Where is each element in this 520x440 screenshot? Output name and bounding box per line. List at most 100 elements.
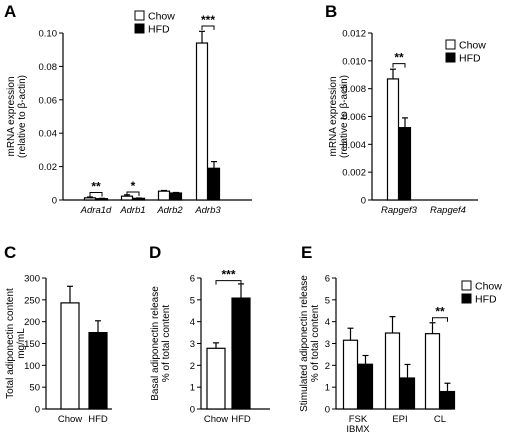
bar-chow — [384, 332, 401, 410]
bar-chow — [157, 190, 171, 201]
y-axis-label: % of total content — [161, 305, 172, 382]
bar-hfd — [231, 297, 251, 410]
bar-chow — [83, 197, 97, 201]
bar-chow — [386, 78, 400, 201]
y-tick-label: 1 — [325, 383, 330, 394]
y-tick-label: 2 — [325, 361, 330, 372]
bar-chow — [206, 347, 226, 410]
y-axis-label: mRNA expression — [6, 76, 17, 156]
y-tick-label: 0 — [325, 405, 330, 416]
y-tick-label: 0.08 — [39, 62, 58, 73]
legend-swatch-hfd — [461, 293, 472, 304]
bar-chow — [60, 302, 80, 410]
y-axis-label: (relative to β-actin) — [17, 75, 28, 158]
legend-label: Chow — [148, 11, 175, 23]
bar-hfd — [398, 127, 412, 201]
y-tick-label: 3 — [325, 339, 330, 350]
y-axis-label: mRNA expression — [328, 76, 339, 156]
significance-label: * — [131, 179, 136, 193]
y-tick-label: 6 — [325, 274, 330, 285]
bar-chow — [195, 42, 209, 201]
y-tick-label: 0 — [190, 405, 195, 416]
significance-bracket — [89, 191, 103, 197]
significance-label: ** — [91, 179, 101, 193]
y-tick-label: 50 — [29, 383, 40, 394]
bar-chow — [342, 339, 359, 410]
x-tick-label: IBMX — [346, 424, 370, 435]
y-axis-label: Basal adiponectin release — [150, 286, 161, 401]
panel-c: C 0 50 100 150 200 250 300 Total adiponectin con… — [4, 243, 112, 425]
y-tick-label: 0 — [35, 405, 40, 416]
y-tick-label: 5 — [190, 295, 195, 306]
x-tick-label: HFD — [231, 414, 251, 425]
bar-hfd — [439, 390, 456, 410]
y-tick-label: 4 — [190, 317, 195, 328]
x-tick-label: CL — [434, 414, 446, 425]
x-tick-label: Rapgef4 — [430, 205, 466, 216]
y-tick-label: 0.002 — [342, 168, 366, 179]
y-tick-label: 5 — [325, 295, 330, 306]
y-tick-label: 0 — [361, 196, 366, 207]
panel-letter: A — [4, 2, 16, 21]
x-tick-label: Adrb3 — [194, 205, 221, 216]
panel-a: A 0 0.02 0.04 0.06 0.08 0.10 mRNA expression (re… — [4, 2, 252, 216]
y-tick-label: 0 — [52, 196, 57, 207]
y-tick-label: 1 — [190, 383, 195, 394]
y-tick-label: 100 — [24, 361, 40, 372]
y-tick-label: 0.004 — [342, 140, 366, 151]
bar-hfd — [399, 377, 416, 410]
legend-swatch-chow — [445, 39, 456, 50]
legend-swatch-hfd — [134, 23, 145, 34]
legend-swatch-chow — [461, 280, 472, 291]
legend-label: HFD — [475, 294, 497, 306]
bar-hfd — [169, 192, 183, 201]
y-tick-label: 300 — [24, 274, 40, 285]
significance-bracket — [126, 191, 140, 196]
y-tick-label: 6 — [190, 274, 195, 285]
significance-bracket — [201, 25, 215, 30]
x-tick-label: EPI — [392, 414, 407, 425]
significance-label: *** — [221, 268, 235, 282]
significance-bracket — [215, 280, 242, 285]
y-tick-label: 4 — [325, 317, 330, 328]
significance-label: *** — [201, 13, 215, 27]
panel-b: B 0 0.002 0.004 0.006 0.008 0.010 0.012 mRNA exp… — [325, 2, 486, 216]
y-tick-label: 3 — [190, 339, 195, 350]
y-tick-label: 0.010 — [342, 56, 366, 67]
y-axis-label: Stimulated adiponectin release — [299, 275, 310, 412]
legend-label: Chow — [475, 281, 502, 293]
y-tick-label: 0.008 — [342, 84, 366, 95]
panel-letter: E — [301, 243, 312, 262]
bar-hfd — [88, 331, 108, 410]
panel-e: E 0 1 2 3 4 5 6 Stimulated adiponectin release% … — [299, 243, 502, 435]
y-tick-label: 0.06 — [39, 95, 58, 106]
significance-label: ** — [394, 51, 404, 65]
legend-swatch-chow — [134, 10, 145, 21]
y-tick-label: 200 — [24, 317, 40, 328]
bar-chow — [424, 333, 441, 410]
significance-bracket — [392, 63, 406, 68]
y-tick-label: 250 — [24, 295, 40, 306]
x-tick-label: Chow — [204, 414, 228, 425]
panel-letter: C — [4, 243, 16, 262]
x-tick-label: Adrb1 — [119, 205, 145, 216]
legend-label: HFD — [148, 24, 170, 36]
bar-hfd — [207, 167, 221, 201]
x-tick-label: Adrb2 — [156, 205, 183, 216]
significance-bracket — [432, 317, 448, 322]
y-axis-label: mg/mL — [16, 328, 27, 359]
y-tick-label: 0.02 — [39, 162, 58, 173]
y-tick-label: 150 — [24, 339, 40, 350]
y-tick-label: 0.012 — [342, 29, 366, 40]
y-tick-label: 0.04 — [39, 129, 58, 140]
y-tick-label: 0.10 — [39, 29, 58, 40]
y-axis-label: Total adiponectin content — [5, 288, 16, 399]
legend-label: HFD — [459, 53, 481, 65]
x-tick-label: Chow — [58, 414, 82, 425]
x-tick-label: FSK — [349, 414, 368, 425]
x-tick-label: Rapgef3 — [381, 205, 418, 216]
panel-letter: D — [149, 243, 161, 262]
panel-letter: B — [325, 2, 337, 21]
y-axis-label: % of total content — [310, 305, 321, 382]
